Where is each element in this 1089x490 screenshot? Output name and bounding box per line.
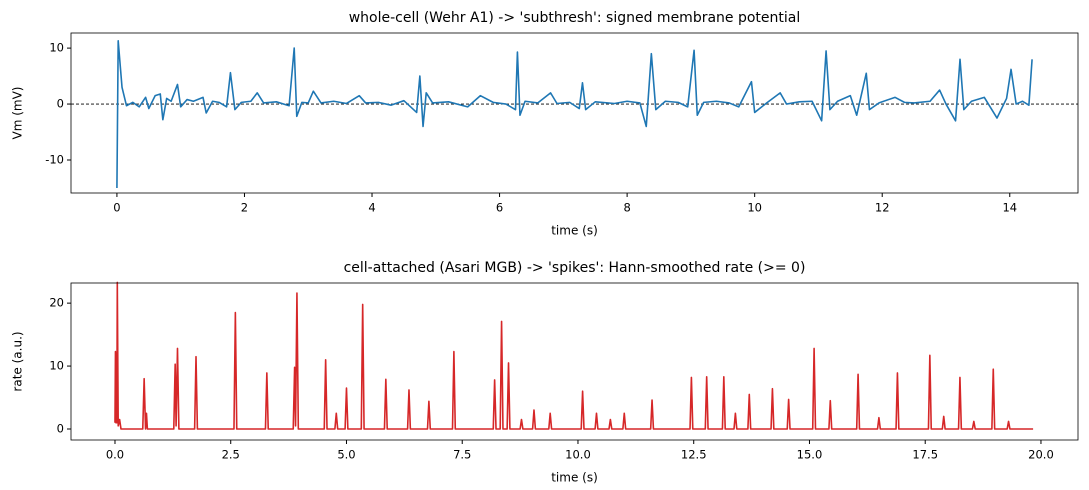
x-tick-label: 2.5 — [222, 448, 240, 462]
axes-frame — [70, 282, 1079, 441]
y-tick-label: -10 — [45, 152, 64, 166]
x-tick-label: 12.5 — [681, 448, 707, 462]
x-tick-label: 2 — [241, 201, 248, 215]
y-axis-label: Vm (mV) — [11, 87, 25, 140]
x-tick-label: 7.5 — [453, 448, 471, 462]
x-tick-label: 0 — [113, 201, 120, 215]
x-tick-label: 14 — [1002, 201, 1017, 215]
data-line — [116, 40, 1033, 188]
x-axis-label: time (s) — [551, 224, 598, 238]
y-axis-label: rate (a.u.) — [11, 331, 25, 391]
data-line — [114, 281, 1034, 430]
x-tick-label: 4 — [368, 201, 375, 215]
x-axis-label: time (s) — [551, 471, 598, 485]
x-tick-label: 6 — [496, 201, 503, 215]
x-tick-label: 15.0 — [797, 448, 823, 462]
y-tick-label: 20 — [49, 296, 64, 310]
x-tick-label: 8 — [623, 201, 630, 215]
chart-title: cell-attached (Asari MGB) -> 'spikes': H… — [344, 260, 806, 276]
axes-frame — [70, 32, 1079, 194]
y-tick-label: 10 — [49, 41, 64, 55]
chart-title: whole-cell (Wehr A1) -> 'subthresh': sig… — [349, 10, 801, 26]
y-tick-label: 0 — [57, 97, 64, 111]
x-tick-label: 0.0 — [106, 448, 124, 462]
x-tick-label: 17.5 — [912, 448, 938, 462]
y-tick-label: 0 — [57, 421, 64, 435]
x-tick-label: 10.0 — [565, 448, 591, 462]
x-tick-label: 12 — [875, 201, 890, 215]
y-tick-label: 10 — [49, 359, 64, 373]
x-tick-label: 20.0 — [1028, 448, 1054, 462]
x-tick-label: 10 — [747, 201, 762, 215]
x-tick-label: 5.0 — [337, 448, 355, 462]
